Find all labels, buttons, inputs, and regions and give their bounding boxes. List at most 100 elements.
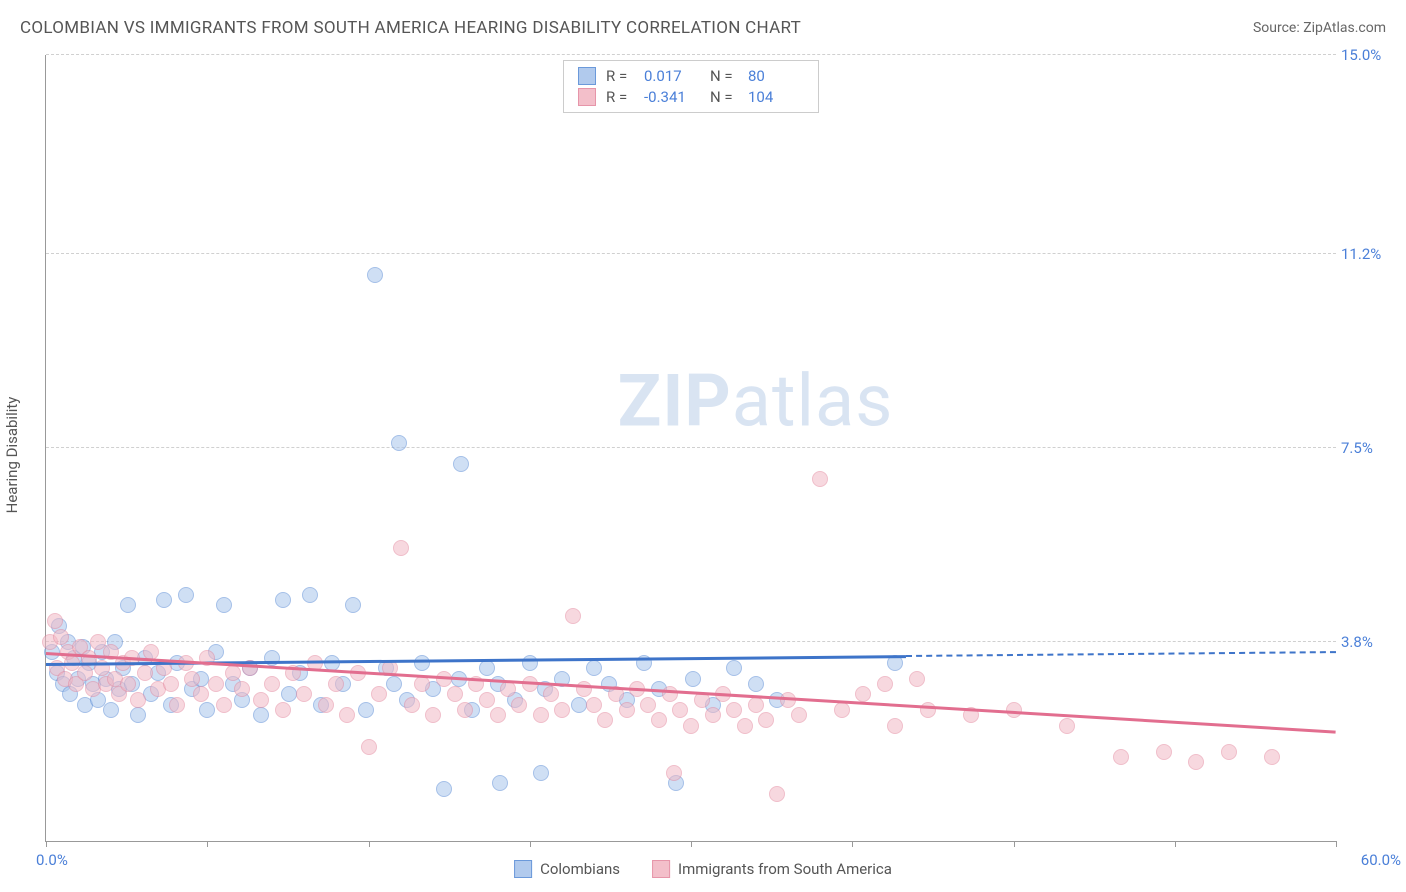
y-tick-label: 7.5%	[1341, 439, 1396, 457]
data-point	[748, 697, 764, 713]
gridline	[46, 54, 1336, 55]
data-point	[586, 660, 602, 676]
data-point	[565, 608, 581, 624]
stats-row-series-1: R = 0.017 N = 80	[578, 67, 804, 85]
data-point	[500, 681, 516, 697]
data-point	[619, 702, 635, 718]
data-point	[339, 707, 355, 723]
watermark: ZIPatlas	[618, 358, 894, 443]
data-point	[318, 697, 334, 713]
y-tick-label: 15.0%	[1341, 46, 1396, 64]
legend-label-1: Colombians	[540, 860, 620, 878]
stats-legend-box: R = 0.017 N = 80 R = -0.341 N = 104	[563, 60, 819, 113]
data-point	[1059, 718, 1075, 734]
r-label-1: R =	[606, 67, 634, 85]
data-point	[834, 702, 850, 718]
data-point	[855, 686, 871, 702]
x-legend: Colombians Immigrants from South America	[514, 860, 892, 878]
data-point	[887, 718, 903, 734]
x-tick	[1175, 841, 1176, 847]
legend-swatch-bottom-2	[652, 860, 670, 878]
r-value-2: -0.341	[644, 88, 700, 106]
data-point	[345, 597, 361, 613]
data-point	[225, 665, 241, 681]
x-tick	[46, 841, 47, 847]
data-point	[705, 707, 721, 723]
legend-swatch-bottom-1	[514, 860, 532, 878]
x-tick	[369, 841, 370, 847]
data-point	[597, 712, 613, 728]
x-tick	[1336, 841, 1337, 847]
data-point	[490, 707, 506, 723]
y-axis-label: Hearing Disability	[3, 397, 21, 514]
data-point	[275, 592, 291, 608]
chart-title: COLOMBIAN VS IMMIGRANTS FROM SOUTH AMERI…	[20, 18, 801, 38]
watermark-bold: ZIP	[618, 358, 732, 443]
r-label-2: R =	[606, 88, 634, 106]
data-point	[425, 707, 441, 723]
data-point	[193, 686, 209, 702]
data-point	[386, 676, 402, 692]
data-point	[328, 676, 344, 692]
data-point	[163, 676, 179, 692]
data-point	[137, 665, 153, 681]
data-point	[812, 471, 828, 487]
data-point	[571, 697, 587, 713]
source-link[interactable]: ZipAtlas.com	[1303, 20, 1386, 36]
data-point	[275, 702, 291, 718]
data-point	[533, 765, 549, 781]
legend-item-2: Immigrants from South America	[652, 860, 892, 878]
data-point	[1188, 754, 1204, 770]
x-tick	[852, 841, 853, 847]
data-point	[120, 597, 136, 613]
data-point	[511, 697, 527, 713]
data-point	[199, 702, 215, 718]
data-point	[216, 697, 232, 713]
data-point	[391, 435, 407, 451]
data-point	[726, 702, 742, 718]
data-point	[120, 676, 136, 692]
gridline	[46, 253, 1336, 254]
data-point	[169, 697, 185, 713]
data-point	[414, 655, 430, 671]
data-point	[651, 712, 667, 728]
data-point	[554, 702, 570, 718]
legend-swatch-2	[578, 88, 596, 106]
r-value-1: 0.017	[644, 67, 700, 85]
data-point	[371, 686, 387, 702]
gridline	[46, 447, 1336, 448]
data-point	[184, 671, 200, 687]
data-point	[877, 676, 893, 692]
data-point	[533, 707, 549, 723]
data-point	[748, 676, 764, 692]
data-point	[543, 686, 559, 702]
x-axis-min-label: 0.0%	[36, 851, 68, 869]
stats-row-series-2: R = -0.341 N = 104	[578, 88, 804, 106]
data-point	[234, 681, 250, 697]
data-point	[53, 629, 69, 645]
data-point	[479, 660, 495, 676]
data-point	[479, 692, 495, 708]
data-point	[178, 587, 194, 603]
data-point	[758, 712, 774, 728]
y-tick-label: 3.8%	[1341, 633, 1396, 651]
data-point	[103, 702, 119, 718]
data-point	[683, 718, 699, 734]
data-point	[216, 597, 232, 613]
data-point	[436, 781, 452, 797]
data-point	[672, 702, 688, 718]
legend-item-1: Colombians	[514, 860, 620, 878]
data-point	[457, 702, 473, 718]
data-point	[296, 686, 312, 702]
data-point	[685, 671, 701, 687]
n-value-1: 80	[748, 67, 804, 85]
x-tick	[1014, 841, 1015, 847]
data-point	[737, 718, 753, 734]
n-label-1: N =	[710, 67, 738, 85]
data-point	[522, 655, 538, 671]
data-point	[208, 676, 224, 692]
gridline	[46, 641, 1336, 642]
data-point	[302, 587, 318, 603]
chart-area: ZIPatlas R = 0.017 N = 80 R = -0.341 N =…	[45, 55, 1336, 842]
data-point	[1221, 744, 1237, 760]
